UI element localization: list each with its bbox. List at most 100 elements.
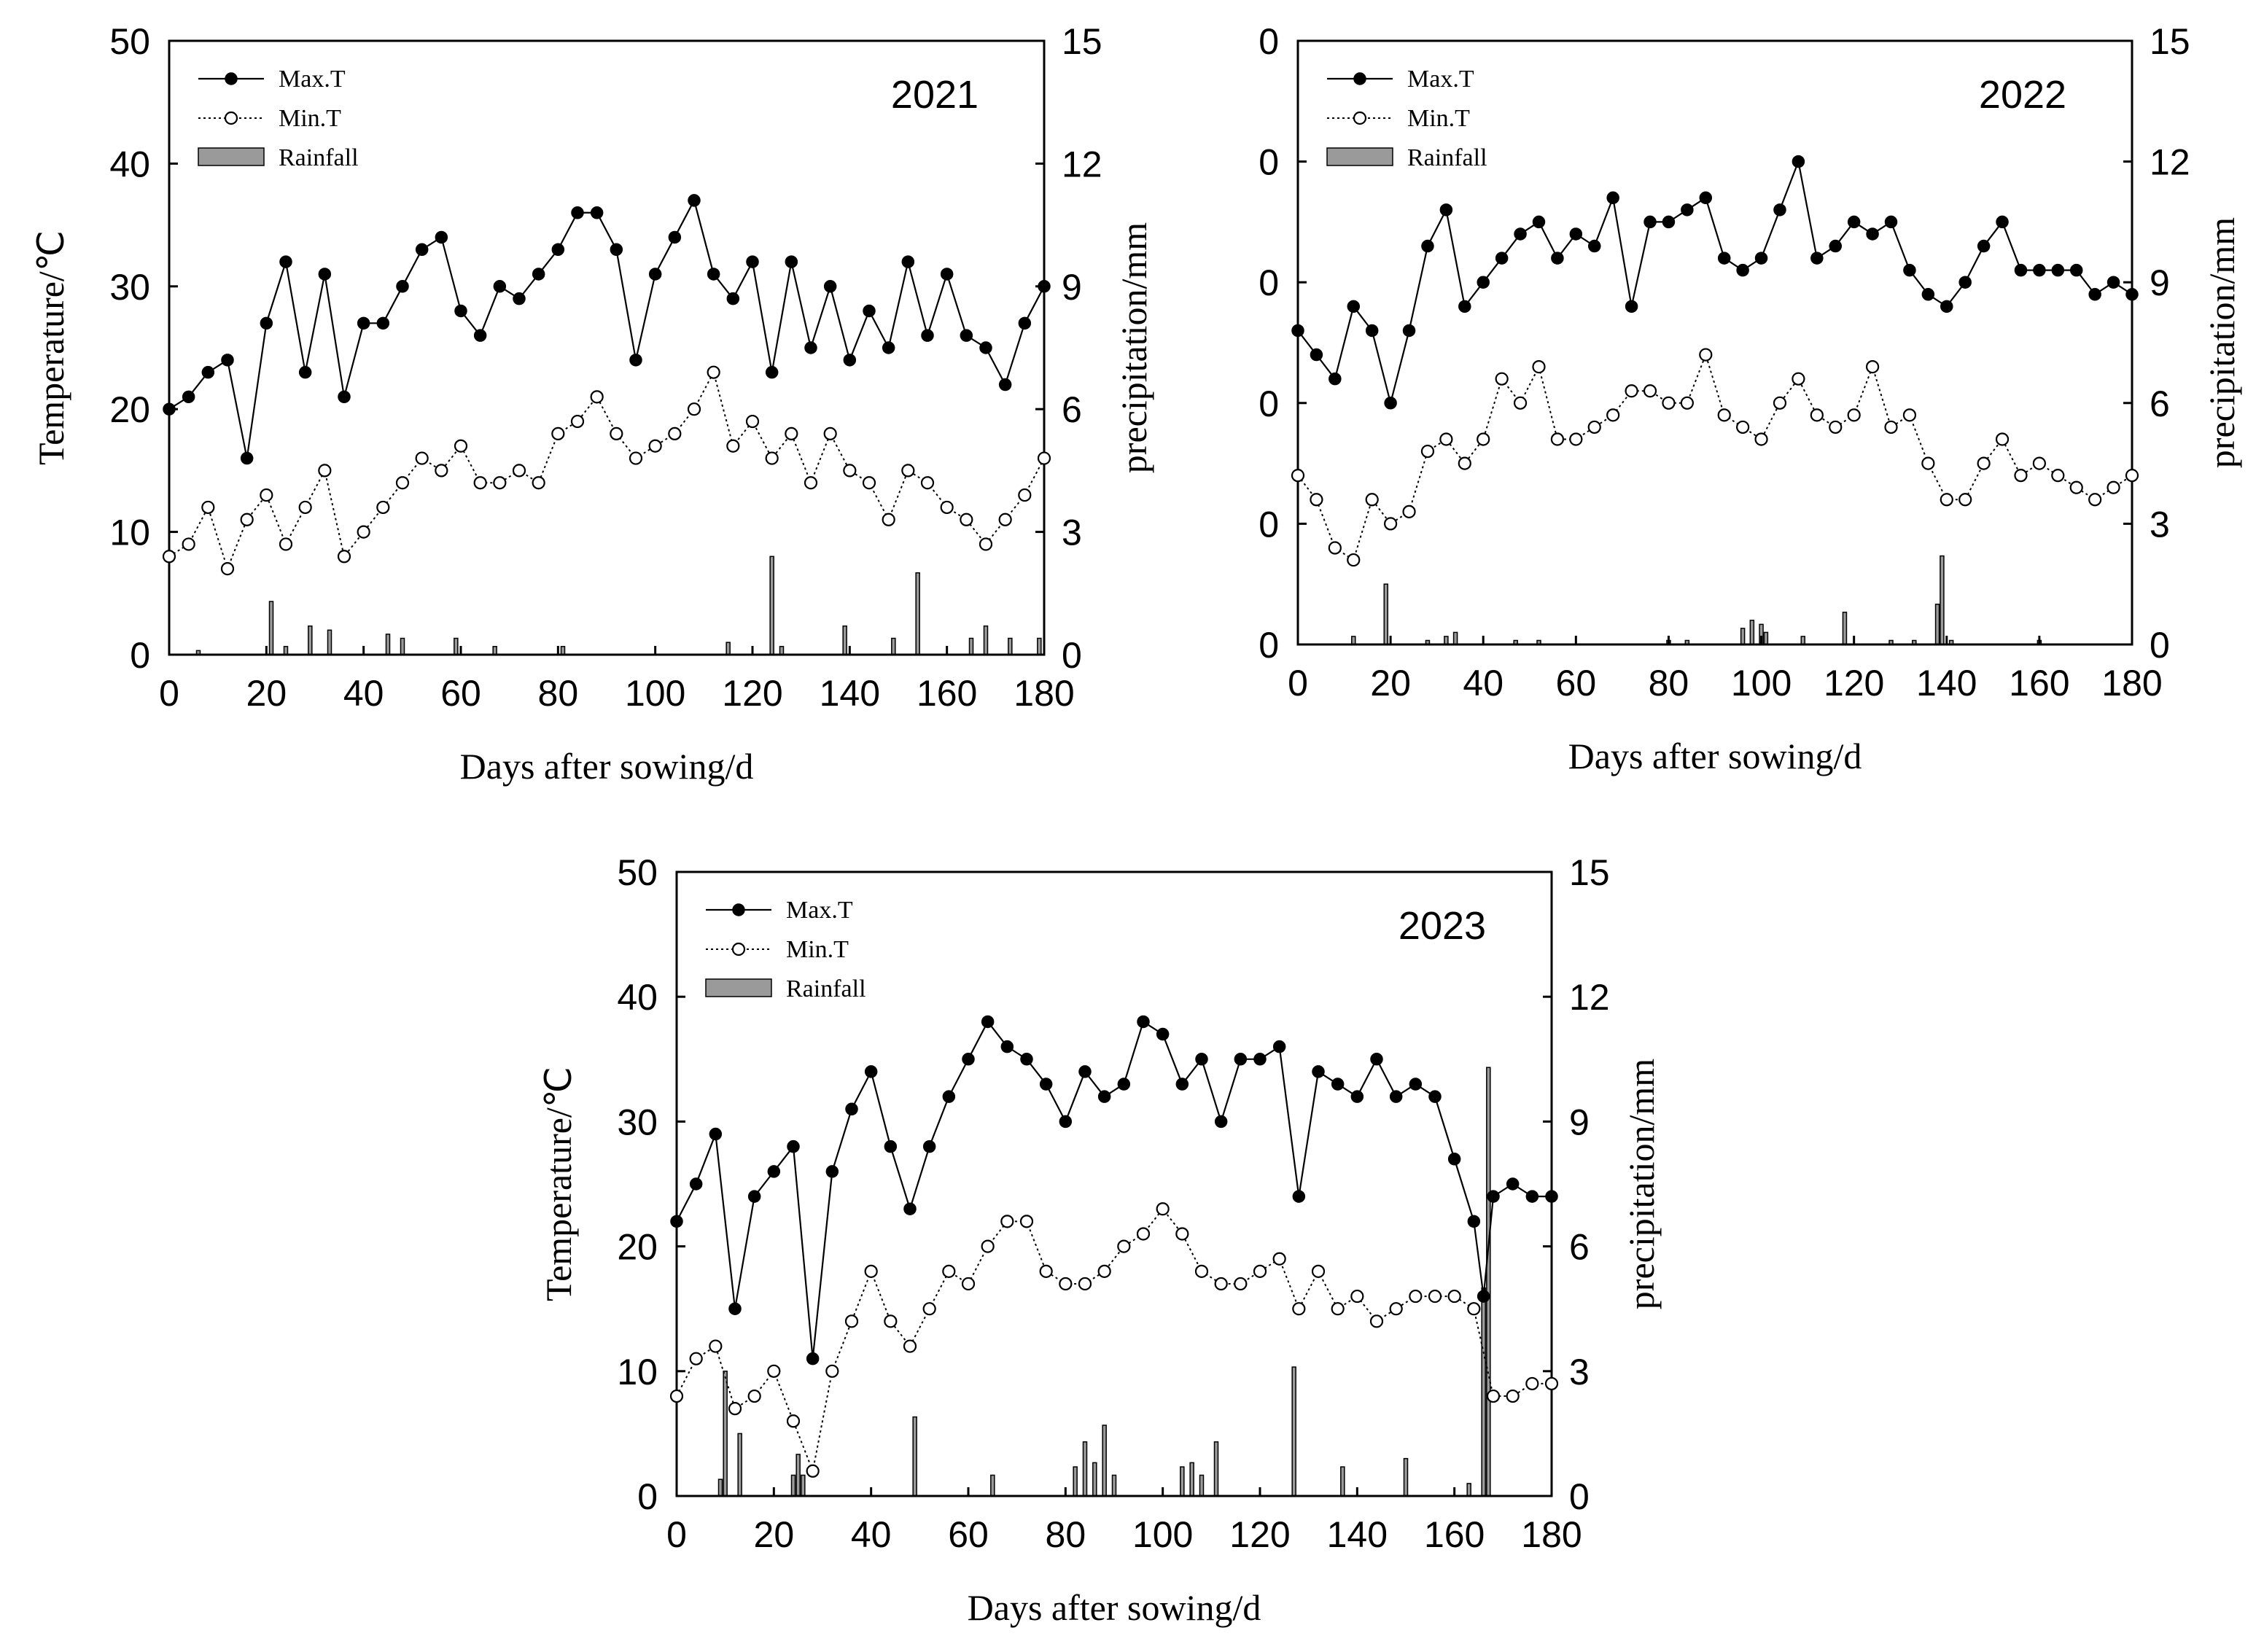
max-temperature-point	[1458, 300, 1471, 313]
max-temperature-point	[1039, 1078, 1053, 1091]
min-temperature-point	[473, 476, 487, 490]
min-temperature-point	[2069, 480, 2083, 494]
min-temperature-point	[981, 1239, 995, 1253]
min-temperature-point	[1754, 432, 1768, 446]
min-temperature-point	[1350, 1289, 1364, 1304]
x-tick-label: 40	[343, 673, 384, 714]
y2-tick-label: 6	[2150, 383, 2170, 424]
min-temperature-point	[823, 426, 837, 440]
rainfall-bar	[1102, 1425, 1107, 1497]
y2-tick-label: 0	[2150, 625, 2170, 666]
max-temperature-point	[1506, 1177, 1520, 1191]
max-temperature-point	[1059, 1115, 1073, 1129]
min-temperature-point	[201, 500, 215, 515]
min-temperature-point	[922, 1302, 936, 1316]
min-temperature-point	[1420, 444, 1435, 459]
y-tick-label: 20	[109, 389, 150, 430]
rainfall-bar	[1351, 636, 1356, 645]
y-tick-label: 0	[1259, 262, 1279, 303]
max-temperature-point	[1958, 276, 1972, 289]
max-temperature-point	[1312, 1065, 1325, 1078]
max-temperature-point	[396, 280, 409, 293]
min-temperature-point	[648, 439, 662, 453]
rainfall-bar	[1940, 555, 1945, 645]
min-temperature-point	[1829, 420, 1843, 435]
y-tick-label: 0	[1259, 625, 1279, 666]
x-tick-label: 140	[820, 673, 880, 714]
rainfall-bar	[737, 1433, 742, 1497]
max-temperature-point	[1117, 1078, 1131, 1091]
min-temperature-point	[1977, 456, 1991, 470]
min-temperature-point	[1447, 1289, 1461, 1304]
min-temperature-point	[1292, 1302, 1306, 1316]
min-temperature-point	[1311, 1264, 1326, 1278]
min-temperature-point	[1019, 1215, 1034, 1228]
max-temperature-point	[746, 255, 759, 268]
rainfall-bar	[769, 556, 774, 655]
min-temperature-point	[1097, 1264, 1111, 1278]
rainfall-bar	[1092, 1462, 1097, 1497]
max-temperature-point	[806, 1352, 820, 1365]
min-temperature-point	[357, 525, 370, 539]
max-temperature-point	[765, 365, 779, 379]
min-temperature-point	[785, 426, 798, 440]
rainfall-bar	[842, 625, 847, 655]
max-temperature-point	[1018, 316, 1032, 330]
rainfall-bar	[1486, 1067, 1491, 1497]
max-temperature-point	[823, 280, 837, 293]
min-temperature-point	[337, 550, 351, 564]
min-temperature-point	[240, 513, 254, 526]
y2-tick-label: 3	[2150, 504, 2170, 545]
min-temperature-point	[1439, 432, 1453, 446]
x-tick-label: 180	[1014, 673, 1074, 714]
rainfall-bar	[308, 625, 313, 655]
max-temperature-point	[882, 341, 895, 354]
y-tick-label: 20	[617, 1227, 658, 1268]
max-temperature-point	[1384, 397, 1397, 410]
max-temperature-point	[1477, 276, 1490, 289]
x-tick-label: 20	[246, 673, 287, 714]
min-temperature-point	[2088, 493, 2102, 507]
min-temperature-point	[435, 464, 448, 478]
rainfall-bar	[990, 1474, 995, 1497]
max-temperature-point	[1477, 1290, 1490, 1303]
rainfall-bar	[283, 646, 289, 655]
rainfall-bar	[454, 637, 459, 655]
max-temperature-point	[785, 255, 798, 268]
min-temperature-point	[843, 464, 857, 478]
max-temperature-point	[1000, 1040, 1014, 1053]
max-temperature-point	[1495, 252, 1509, 265]
max-temperature-point	[1447, 1153, 1461, 1166]
x-tick-label: 160	[1424, 1514, 1485, 1555]
min-temperature-point	[1699, 348, 1713, 362]
max-temperature-point	[981, 1015, 995, 1029]
rainfall-bar	[912, 1416, 917, 1497]
max-temperature-point	[825, 1165, 839, 1178]
max-temperature-point	[1291, 324, 1304, 338]
rainfall-bar	[726, 642, 731, 655]
rainfall-bar	[1403, 1457, 1409, 1497]
min-temperature-point	[767, 1364, 781, 1378]
max-temperature-point	[979, 341, 992, 354]
rainfall-bar	[801, 1474, 806, 1497]
max-temperature-point	[1754, 252, 1768, 265]
max-temperature-point	[1421, 239, 1434, 253]
min-temperature-point	[1643, 384, 1657, 398]
min-temperature-point	[745, 414, 760, 429]
min-temperature-point	[1291, 469, 1305, 483]
legend-min-marker	[731, 942, 746, 956]
max-temperature-line	[1297, 158, 2133, 404]
x-tick-label: 80	[1046, 1514, 1086, 1555]
min-temperature-point	[960, 513, 973, 526]
max-temperature-point	[1903, 263, 1916, 277]
min-temperature-point	[1310, 493, 1323, 507]
min-temperature-point	[804, 476, 818, 490]
min-temperature-point	[1347, 553, 1361, 567]
rainfall-bar	[891, 637, 896, 655]
rainfall-bar	[1800, 636, 1806, 645]
min-temperature-point	[1680, 396, 1694, 410]
min-temperature-point	[687, 402, 701, 416]
min-temperature-point	[806, 1464, 820, 1478]
min-temperature-point	[1428, 1289, 1442, 1304]
y-tick-label: 0	[1259, 21, 1279, 62]
